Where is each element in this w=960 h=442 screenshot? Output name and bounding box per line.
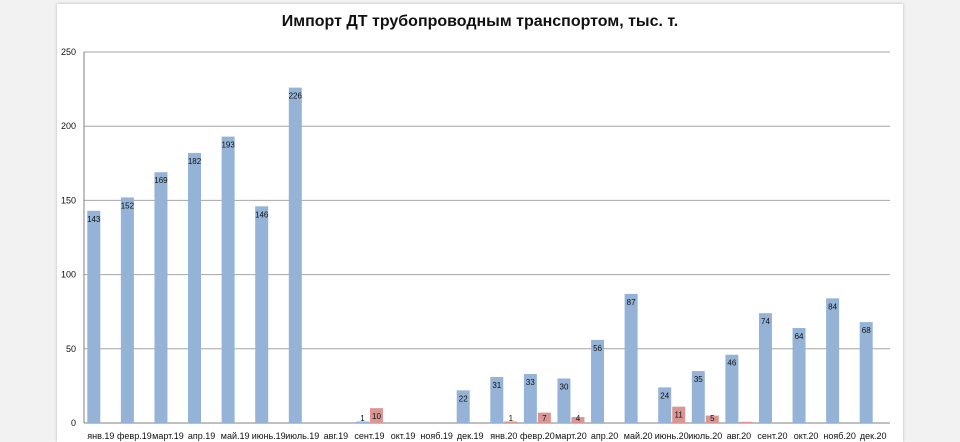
data-label: 24 [660, 391, 669, 400]
x-tick-label: авг.20 [727, 431, 751, 441]
x-tick-label: окт.19 [391, 431, 416, 441]
data-label: 4 [576, 414, 581, 423]
x-tick-label: март.19 [152, 431, 184, 441]
data-label: 84 [828, 302, 837, 311]
bar-series-2 [571, 417, 585, 423]
bar-series-2 [739, 421, 753, 423]
x-tick-label: нояб.20 [823, 431, 856, 441]
bar-series-1 [120, 197, 134, 423]
bar-series-1 [859, 322, 873, 423]
bar-series-2 [705, 415, 719, 423]
data-label: 46 [727, 359, 736, 368]
data-label: 10 [372, 412, 381, 421]
data-label: 1 [360, 414, 365, 423]
bar-series-1 [624, 293, 638, 423]
x-tick-label: июль.20 [688, 431, 722, 441]
x-tick-label: авг.19 [324, 431, 348, 441]
bar-series-1 [523, 374, 537, 423]
data-label: 35 [694, 375, 703, 384]
x-tick-label: март.20 [555, 431, 587, 441]
x-tick-label: окт.20 [794, 431, 819, 441]
x-tick-label: июль.19 [285, 431, 319, 441]
x-tick-label: май.20 [624, 431, 653, 441]
bar-series-1 [591, 339, 605, 423]
data-label: 87 [627, 298, 636, 307]
data-label: 5 [710, 414, 715, 423]
x-tick-label: июнь.19 [252, 431, 286, 441]
x-tick-label: сент.19 [354, 431, 384, 441]
bar-series-1 [826, 298, 840, 423]
x-tick-label: нояб.19 [420, 431, 453, 441]
x-tick-label: дек.19 [457, 431, 484, 441]
x-tick-label: февр.20 [520, 431, 555, 441]
data-label: 30 [560, 382, 569, 391]
bar-series-1 [221, 136, 235, 423]
y-tick-label: 50 [66, 344, 76, 354]
data-label: 11 [675, 411, 684, 420]
x-tick-label: дек.20 [860, 431, 887, 441]
x-tick-label: янв.20 [490, 431, 517, 441]
x-tick-label: апр.20 [591, 431, 618, 441]
data-label: 22 [459, 394, 468, 403]
y-tick-label: 250 [61, 47, 76, 57]
bar-series-1 [691, 371, 705, 423]
y-tick-label: 0 [71, 418, 76, 428]
y-tick-label: 150 [61, 195, 76, 205]
data-label: 56 [593, 344, 602, 353]
bar-series-2 [369, 408, 383, 423]
bar-series-2 [537, 412, 551, 423]
bar-series-1 [87, 210, 101, 423]
bar-series-1 [725, 354, 739, 423]
data-label: 193 [221, 141, 235, 150]
data-label: 68 [862, 326, 871, 335]
bar-series-1 [456, 390, 470, 423]
data-label: 146 [255, 210, 269, 219]
bar-series-1 [490, 376, 504, 423]
data-label: 226 [289, 92, 303, 101]
data-label: 182 [188, 157, 202, 166]
bar-series-2 [504, 421, 518, 423]
data-label: 143 [87, 215, 101, 224]
y-tick-label: 200 [61, 121, 76, 131]
data-label: 7 [542, 414, 547, 423]
bar-series-1 [658, 387, 672, 423]
bar-series-1 [758, 313, 772, 423]
data-label: 64 [795, 332, 804, 341]
x-tick-label: февр.19 [117, 431, 152, 441]
x-tick-label: апр.19 [188, 431, 215, 441]
bar-series-1 [188, 152, 202, 424]
data-label: 152 [121, 201, 135, 210]
bar-series-1 [255, 206, 269, 423]
x-tick-label: июнь.20 [655, 431, 689, 441]
chart-title: Импорт ДТ трубопроводным транспортом, ты… [281, 13, 679, 30]
bar-series-1 [557, 378, 571, 423]
bar-series-1 [792, 328, 806, 423]
y-tick-label: 100 [61, 270, 76, 280]
x-tick-label: май.19 [221, 431, 250, 441]
data-label: 74 [761, 317, 770, 326]
x-tick-label: сент.20 [757, 431, 787, 441]
bar-series-2 [672, 406, 686, 423]
bar-series-1 [288, 87, 302, 423]
data-label: 1 [509, 414, 514, 423]
x-tick-label: янв.19 [87, 431, 114, 441]
data-label: 169 [154, 176, 168, 185]
bar-series-1 [355, 421, 369, 423]
data-label: 33 [526, 378, 535, 387]
bar-series-1 [154, 172, 168, 423]
data-label: 31 [492, 381, 501, 390]
